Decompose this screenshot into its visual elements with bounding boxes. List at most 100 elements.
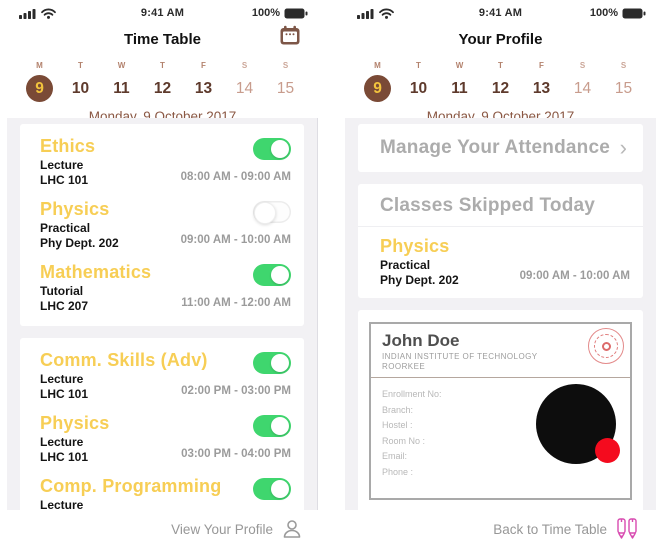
course-type: Lecture [40, 498, 84, 510]
course-location: LHC 101 [40, 387, 89, 401]
course-title: Ethics [40, 136, 96, 156]
attendance-toggle[interactable] [253, 138, 291, 160]
timetable-footer: View Your Profile [7, 510, 318, 548]
course-location: LHC 207 [40, 299, 89, 313]
date-cell[interactable]: 13 [194, 80, 213, 97]
student-photo [536, 384, 620, 464]
course-type: Lecture [40, 372, 84, 386]
calendar-icon[interactable] [279, 25, 301, 46]
signal-wifi-icon [19, 8, 56, 19]
attendance-toggle[interactable] [253, 201, 291, 224]
institute-seal-icon [588, 328, 624, 364]
status-bar: 9:41 AM 100% [345, 0, 656, 22]
institute-name: INDIAN INSTITUTE OF TECHNOLOGY ROORKEE [382, 352, 538, 371]
status-time: 9:41 AM [140, 7, 185, 19]
date-cell[interactable]: 14 [235, 80, 254, 97]
date-cell[interactable]: 15 [614, 80, 633, 97]
course-location: Phy Dept. 202 [40, 236, 119, 250]
day-letter: S [282, 61, 289, 70]
class-entry: Physics Practical Phy Dept. 202 09:00 AM… [20, 192, 304, 255]
course-title: Comm. Skills (Adv) [40, 350, 208, 370]
battery-percent: 100% [589, 7, 618, 19]
id-field: Room No : [382, 435, 426, 446]
day-letter: T [416, 61, 421, 70]
day-letter: S [620, 61, 627, 70]
id-field: Email: [382, 451, 408, 461]
course-location: LHC 101 [40, 450, 89, 464]
class-entry: Mathematics Tutorial LHC 207 11:00 AM - … [20, 255, 304, 318]
signal-wifi-icon [357, 8, 394, 19]
attendance-toggle[interactable] [253, 352, 291, 374]
back-to-timetable-link[interactable]: Back to Time Table [493, 521, 607, 537]
date-cell[interactable]: 12 [491, 80, 510, 97]
class-entry: Comm. Skills (Adv) Lecture LHC 101 02:00… [20, 343, 304, 406]
course-time: 02:00 PM - 03:00 PM [181, 385, 291, 397]
scrollbar[interactable] [315, 118, 317, 510]
day-letter: W [117, 61, 126, 70]
profile-screen: 9:41 AM 100% Your Profile M T W T F S S … [345, 0, 656, 548]
date-cell[interactable]: 12 [153, 80, 172, 97]
day-letter: M [36, 61, 43, 70]
course-type: Practical [380, 258, 431, 272]
classes-skipped-card: Classes Skipped Today Physics Practical … [358, 184, 643, 298]
day-letter: M [374, 61, 381, 70]
day-letter: T [78, 61, 83, 70]
status-time: 9:41 AM [478, 7, 523, 19]
date-cell[interactable]: 11 [113, 80, 130, 97]
date-cell[interactable]: 13 [532, 80, 551, 97]
id-field: Branch: [382, 404, 414, 415]
course-time: 11:00 AM - 12:00 AM [181, 297, 291, 309]
battery-icon [622, 8, 646, 18]
page-title: Time Table [124, 31, 201, 48]
date-row: 9 10 11 12 13 14 15 [7, 75, 318, 102]
day-letter: W [455, 61, 464, 70]
course-type: Tutorial [40, 284, 84, 298]
course-location: Phy Dept. 202 [380, 273, 459, 287]
page-title: Your Profile [458, 31, 543, 48]
person-icon[interactable] [281, 518, 303, 540]
date-cell[interactable]: 10 [409, 80, 428, 97]
course-title: Physics [380, 236, 450, 256]
day-letter: F [201, 61, 206, 70]
course-type: Practical [40, 221, 91, 235]
attendance-toggle[interactable] [253, 264, 291, 286]
id-field: Enrollment No: [382, 389, 442, 399]
battery-percent: 100% [251, 7, 280, 19]
weekday-letter-row: M T W T F S S [345, 61, 656, 70]
course-title: Physics [40, 413, 110, 433]
date-cell[interactable]: 11 [451, 80, 468, 97]
date-cell[interactable]: 10 [71, 80, 90, 97]
course-title: Mathematics [40, 262, 152, 282]
skipped-class-entry: Physics Practical Phy Dept. 202 09:00 AM… [358, 227, 643, 298]
class-entry: Ethics Lecture LHC 101 08:00 AM - 09:00 … [20, 129, 304, 192]
id-field: Hostel : [382, 420, 413, 430]
date-row: 9 10 11 12 13 14 15 [345, 75, 656, 102]
manage-attendance-button[interactable]: Manage Your Attendance › [358, 124, 643, 172]
day-letter: T [160, 61, 165, 70]
id-card-body: Enrollment No: Branch: Hostel : Room No … [371, 378, 630, 489]
afternoon-classes-card: Comm. Skills (Adv) Lecture LHC 101 02:00… [20, 338, 304, 510]
status-bar: 9:41 AM 100% [7, 0, 318, 22]
weekday-letter-row: M T W T F S S [7, 61, 318, 70]
day-letter: T [498, 61, 503, 70]
pens-icon[interactable] [615, 516, 641, 542]
course-time: 08:00 AM - 09:00 AM [180, 171, 291, 183]
date-cell-selected[interactable]: 9 [357, 75, 398, 102]
course-title: Physics [40, 199, 110, 219]
date-cell-selected[interactable]: 9 [19, 75, 60, 102]
class-entry: Physics Lecture LHC 101 03:00 PM - 04:00… [20, 406, 304, 469]
course-type: Lecture [40, 435, 84, 449]
manage-attendance-label: Manage Your Attendance [380, 137, 610, 158]
day-letter: S [579, 61, 586, 70]
day-letter: S [241, 61, 248, 70]
date-cell[interactable]: 14 [573, 80, 592, 97]
view-profile-link[interactable]: View Your Profile [171, 521, 273, 537]
date-cell[interactable]: 15 [276, 80, 295, 97]
attendance-toggle[interactable] [253, 478, 291, 500]
morning-classes-card: Ethics Lecture LHC 101 08:00 AM - 09:00 … [20, 124, 304, 326]
class-entry: Comp. Programming Lecture LHC 101 04:00 … [20, 469, 304, 510]
course-time: 09:00 AM - 10:00 AM [519, 270, 630, 282]
attendance-toggle[interactable] [253, 415, 291, 437]
timetable-content: Ethics Lecture LHC 101 08:00 AM - 09:00 … [7, 118, 318, 510]
timetable-screen: 9:41 AM 100% Time Table M T W T F [7, 0, 318, 548]
